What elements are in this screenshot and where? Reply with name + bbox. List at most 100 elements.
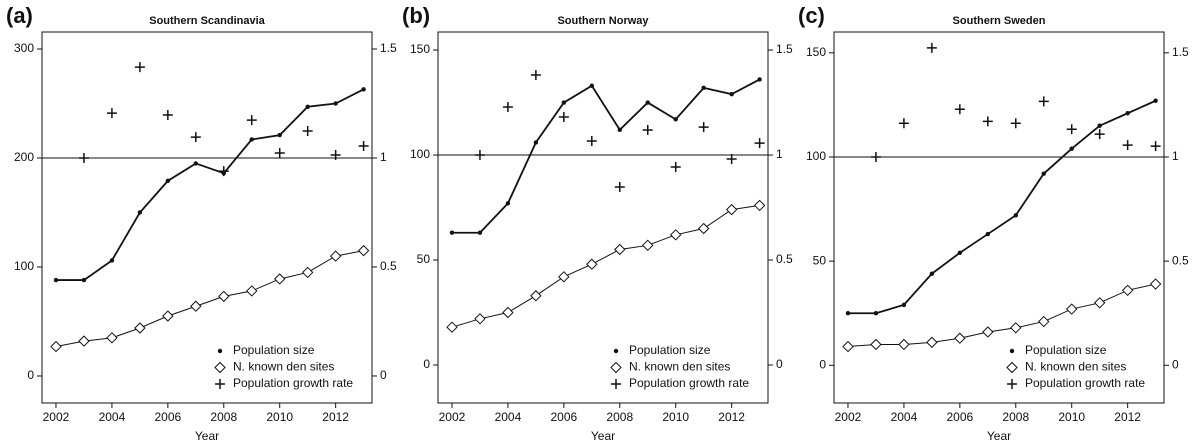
plus-marker xyxy=(670,162,681,173)
panel-label: (c) xyxy=(798,3,825,28)
point xyxy=(901,302,907,308)
point xyxy=(845,311,851,316)
diamond-marker xyxy=(474,313,486,325)
y2-tick-label: 0 xyxy=(380,368,387,382)
point xyxy=(449,230,455,235)
chart-title: Southern Scandinavia xyxy=(149,15,265,27)
series-line xyxy=(451,78,761,234)
point xyxy=(645,100,650,105)
plus-marker xyxy=(358,141,369,152)
plus-marker xyxy=(870,151,881,162)
y2-tick-label: 1 xyxy=(380,150,387,164)
legend-marker xyxy=(215,379,225,389)
panel: (c) Southern Sweden Year 0 50 100 150 0 0.5 1 1.5 2… xyxy=(798,3,1189,443)
point xyxy=(673,117,678,122)
diamond-marker xyxy=(670,229,682,241)
point xyxy=(533,140,539,145)
point xyxy=(1125,111,1130,116)
diamond-marker xyxy=(642,239,654,252)
legend-label: Population size xyxy=(629,343,711,357)
diamond-marker xyxy=(218,290,230,303)
legend-marker xyxy=(613,348,619,354)
legend-label: Population size xyxy=(233,343,315,357)
point xyxy=(109,258,115,263)
diamond-marker xyxy=(1010,322,1022,334)
x-tick-label: 2002 xyxy=(439,410,466,424)
diamond-marker xyxy=(1093,297,1106,309)
diamond-marker xyxy=(558,271,570,283)
point xyxy=(561,100,567,105)
point xyxy=(985,231,991,237)
plus-marker xyxy=(474,150,485,161)
y-tick-label: 100 xyxy=(410,147,430,161)
x-axis-label: Year xyxy=(591,429,615,443)
diamond-marker xyxy=(954,332,966,344)
y2-tick-label: 1.5 xyxy=(380,41,397,55)
diamond-marker xyxy=(926,336,938,349)
plus-marker xyxy=(698,122,709,133)
diamond-marker xyxy=(78,335,90,347)
diamond-marker xyxy=(753,199,766,212)
point xyxy=(81,277,87,283)
y-tick-label: 50 xyxy=(417,252,431,266)
point xyxy=(617,127,622,133)
y-tick-label: 0 xyxy=(27,368,34,382)
point xyxy=(701,85,706,91)
plus-marker xyxy=(302,125,313,136)
legend-label: Population growth rate xyxy=(1025,376,1145,390)
x-tick-label: 2008 xyxy=(210,410,237,424)
x-axis-label: Year xyxy=(195,429,219,443)
y2-tick-label: 0.5 xyxy=(380,259,397,273)
legend-label: N. known den sites xyxy=(1025,360,1126,374)
y2-tick-label: 1 xyxy=(776,147,783,161)
y2-tick-label: 1.5 xyxy=(776,42,793,56)
y-tick-label: 200 xyxy=(14,150,34,164)
point xyxy=(929,271,935,276)
diamond-marker xyxy=(1066,303,1078,315)
x-tick-label: 2008 xyxy=(606,410,633,424)
legend-marker xyxy=(1006,361,1018,374)
series-line xyxy=(55,88,365,281)
series-line xyxy=(847,99,1156,315)
diamond-marker xyxy=(446,321,458,333)
legend-marker xyxy=(611,379,621,389)
point xyxy=(873,311,879,316)
y-tick-label: 100 xyxy=(14,259,34,273)
point xyxy=(1097,123,1102,128)
panel: (b) Southern Norway Year 0 50 100 150 0 0.5 1 1.5 2… xyxy=(402,3,793,443)
x-tick-label: 2004 xyxy=(495,410,522,424)
diamond-marker xyxy=(530,290,542,302)
plus-marker xyxy=(218,166,229,177)
y2-tick-label: 1 xyxy=(1172,149,1179,163)
diamond-marker xyxy=(357,244,370,257)
series-line xyxy=(451,204,760,328)
plus-marker xyxy=(954,104,965,115)
legend-marker xyxy=(1009,348,1015,354)
plus-marker xyxy=(558,112,569,123)
series-line xyxy=(55,250,364,348)
x-tick-label: 2008 xyxy=(1002,410,1029,424)
x-tick-label: 2002 xyxy=(835,410,862,424)
plus-marker xyxy=(134,62,145,73)
x-tick-label: 2012 xyxy=(1114,410,1141,424)
plus-marker xyxy=(898,118,909,129)
plus-marker xyxy=(926,42,937,53)
y-tick-label: 300 xyxy=(14,41,34,55)
point xyxy=(193,161,199,166)
diamond-marker xyxy=(329,250,342,262)
plus-marker xyxy=(754,138,765,149)
panel-label: (b) xyxy=(402,3,430,28)
series-line xyxy=(847,283,1156,348)
x-tick-label: 2006 xyxy=(550,410,577,424)
point xyxy=(729,91,734,97)
legend-label: N. known den sites xyxy=(233,360,334,374)
diamond-marker xyxy=(162,310,174,322)
diamond-marker xyxy=(725,203,738,216)
diamond-marker xyxy=(1149,278,1162,290)
point xyxy=(477,230,483,235)
diamond-marker xyxy=(870,338,882,351)
diamond-marker xyxy=(301,266,314,279)
y2-tick-label: 0.5 xyxy=(1172,253,1189,267)
plus-marker xyxy=(246,115,257,126)
